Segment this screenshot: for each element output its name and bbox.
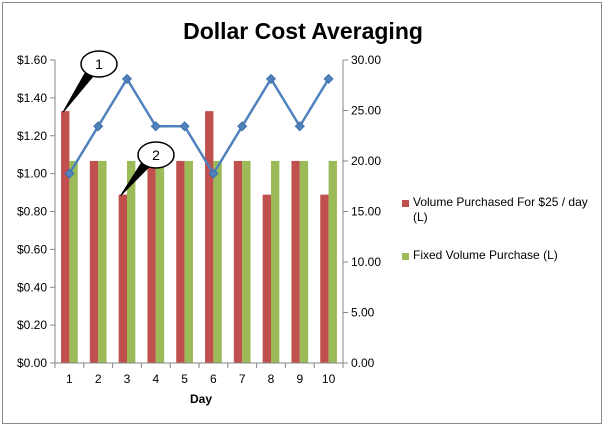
bar-s1-day-3 [118, 194, 127, 363]
legend-label-line: Fixed Volume Purchase (L) [413, 248, 558, 262]
y-tick-label: $0.60 [17, 242, 47, 256]
y-tick-label: $0.40 [17, 280, 47, 294]
y-tick-label: $0.00 [17, 356, 47, 370]
line-point-day-5 [179, 121, 190, 132]
line-point-day-6 [208, 168, 219, 179]
line-point-day-8 [265, 73, 277, 84]
bar-s2-day-8 [271, 160, 280, 363]
chart-title: Dollar Cost Averaging [183, 18, 423, 44]
bar-s2-day-7 [242, 160, 251, 363]
callout-label: 2 [152, 147, 160, 163]
chart: Dollar Cost Averaging $0.00$0.20$0.40$0.… [17, 18, 588, 406]
bar-s1-day-7 [233, 160, 243, 363]
line-point-day-1 [64, 168, 75, 179]
bar-s1-day-2 [89, 160, 99, 363]
bar-s2-day-3 [127, 160, 136, 363]
x-tick-label: 7 [239, 372, 246, 386]
bar-s2-day-2 [98, 160, 107, 363]
y-tick-label: $1.40 [17, 91, 47, 105]
y-tick-label: $1.00 [17, 167, 47, 181]
line-point-day-7 [237, 121, 248, 132]
x-tick-label: 5 [181, 372, 188, 386]
callout-bubble [80, 50, 118, 78]
bar-s2-day-4 [155, 160, 165, 363]
x-tick-label: 10 [322, 372, 336, 386]
axes-group: $0.00 $0.20 $0.40 $0.60 $0.80 $1.00 $1.20 $1.40… [17, 53, 381, 386]
y-tick-label: $1.20 [17, 129, 47, 143]
y2-tick-label: 0.00 [351, 356, 375, 370]
x-tick-label: 1 [66, 372, 73, 386]
y2-tick-label: 5.00 [351, 306, 375, 320]
callout-bubble [137, 141, 175, 169]
y2-tick-label: 20.00 [351, 154, 381, 168]
y2-tick-label: 15.00 [351, 205, 381, 219]
y2-tick-label: 25.00 [351, 104, 381, 118]
bar-s2-day-6 [213, 160, 222, 363]
legend-label-2: Fixed Volume Purchase (L) [413, 248, 558, 262]
line-series-group [64, 73, 334, 179]
x-tick-label: 6 [210, 372, 217, 386]
line-point-day-10 [323, 73, 334, 84]
bar-s2-day-9 [299, 160, 309, 363]
bar-s1-day-6 [205, 111, 214, 363]
x-tick-label: 8 [268, 372, 275, 386]
x-tick-label: 3 [124, 372, 131, 386]
y2-tick-label: 10.00 [351, 255, 381, 269]
bar-s2-day-5 [184, 160, 193, 363]
legend-label-line: Volume Purchased For $25 / day [413, 195, 588, 209]
y-tick-label: $1.60 [17, 53, 47, 67]
callout-1: 1 [62, 50, 118, 113]
line-series-1 [68, 77, 330, 175]
bar-s1-day-1 [61, 111, 70, 363]
y-tick-label: $0.80 [17, 205, 47, 219]
legend: Volume Purchased For $25 / day (L) Fixed V… [402, 195, 588, 262]
bar-s1-day-8 [262, 194, 271, 363]
bars-group [61, 111, 337, 363]
bar-s1-day-10 [320, 194, 329, 363]
bar-s2-day-1 [69, 160, 78, 363]
legend-label-line: (L) [413, 210, 428, 224]
bar-s1-day-5 [176, 160, 185, 363]
y-tick-label: $0.20 [17, 318, 47, 332]
callouts-group: 12 [62, 50, 175, 196]
x-tick-label: 2 [95, 372, 102, 386]
callout-label: 1 [95, 56, 103, 72]
x-tick-label: 9 [296, 372, 303, 386]
x-tick-label: 4 [152, 372, 159, 386]
y2-tick-label: 30.00 [351, 53, 381, 67]
legend-swatch-2 [402, 253, 409, 260]
line-point-day-2 [93, 121, 104, 132]
bar-s1-day-9 [291, 160, 300, 363]
callout-2: 2 [120, 141, 175, 196]
line-point-day-3 [121, 73, 133, 84]
line-point-day-9 [294, 121, 305, 132]
bar-s1-day-4 [147, 160, 156, 363]
bar-s2-day-10 [328, 160, 337, 363]
x-axis-label: Day [190, 392, 212, 406]
line-point-day-4 [150, 121, 161, 132]
legend-label-1: Volume Purchased For $25 / day (L) [413, 195, 588, 224]
legend-swatch-1 [402, 200, 409, 207]
